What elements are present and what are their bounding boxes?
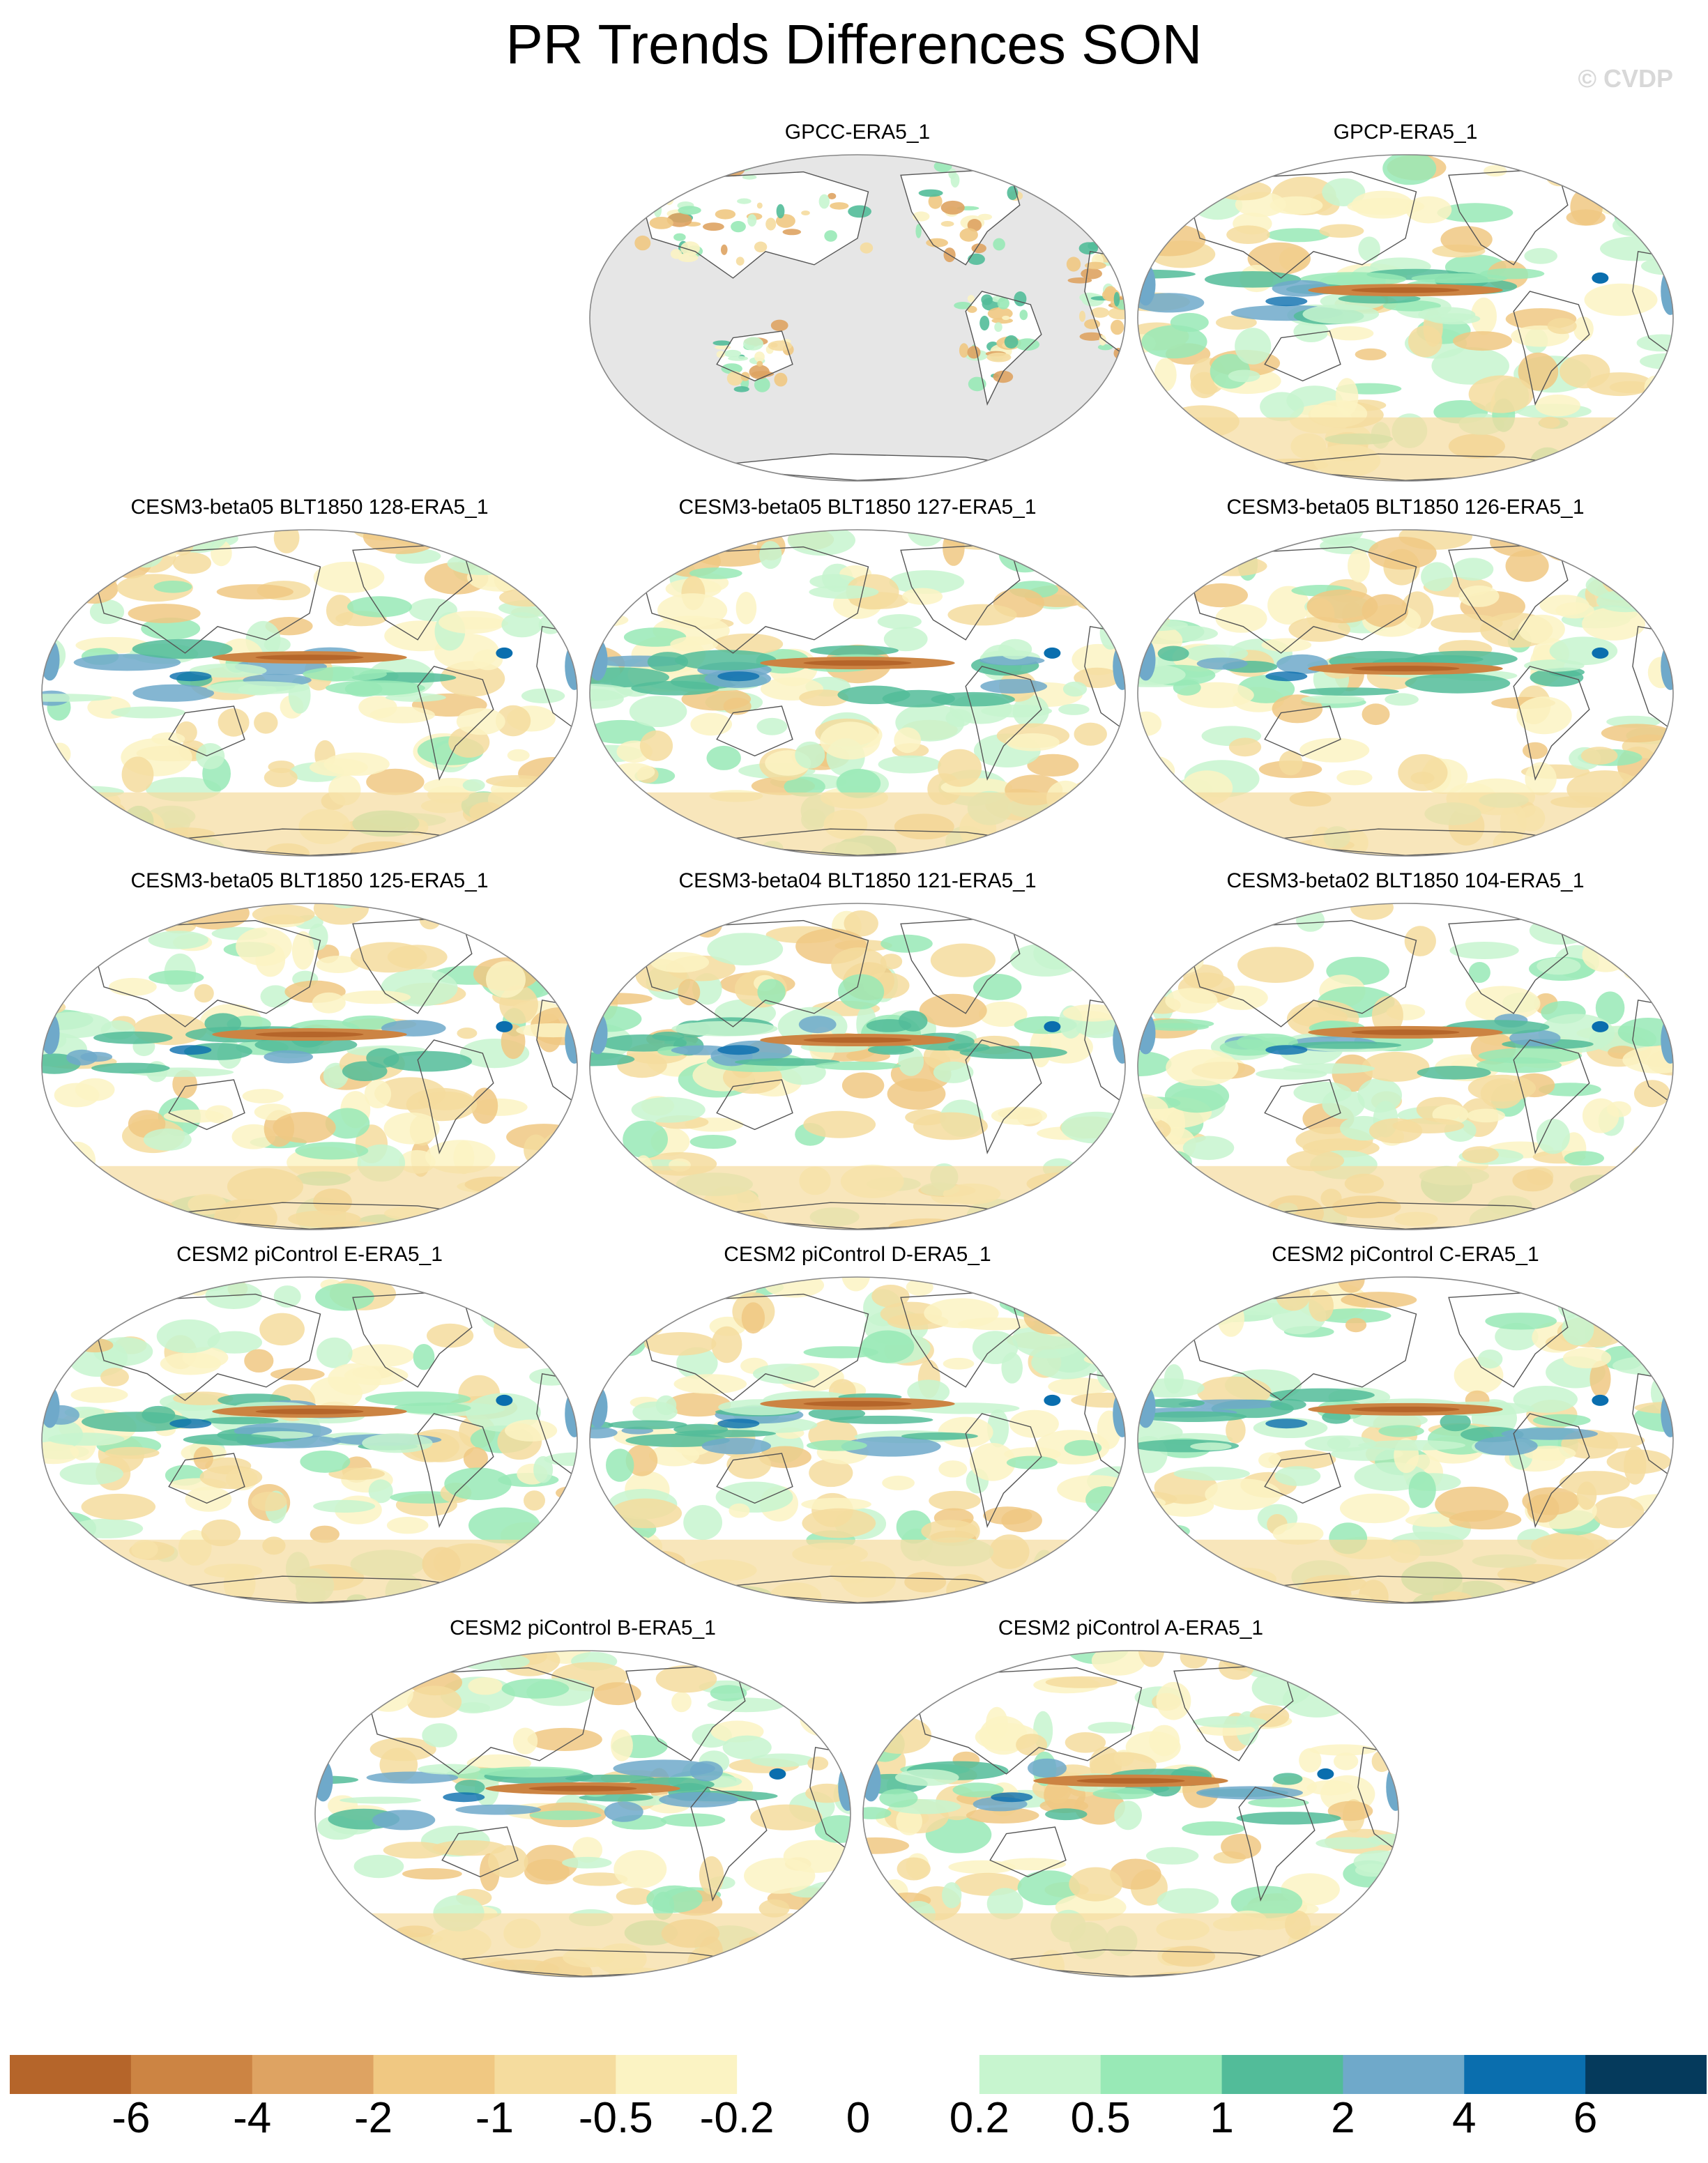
colorbar-tick-label: 0 <box>846 2094 871 2142</box>
panel-title: CESM3-beta05 BLT1850 127-ERA5_1 <box>678 496 1037 519</box>
colorbar-tick-label: -4 <box>233 2094 272 2142</box>
colorbar-swatch <box>10 2055 132 2094</box>
map-panel: CESM2 piControl E-ERA5_1 <box>39 1242 580 1605</box>
map-panel: CESM2 piControl D-ERA5_1 <box>587 1242 1128 1605</box>
colorbar-swatch <box>979 2055 1101 2094</box>
panel-title: CESM2 piControl C-ERA5_1 <box>1272 1243 1539 1266</box>
globe-map <box>1137 154 1674 482</box>
colorbar-tick-label: 4 <box>1452 2094 1477 2142</box>
map-panel: CESM2 piControl A-ERA5_1 <box>860 1616 1401 1978</box>
colorbar-swatch <box>1221 2055 1343 2094</box>
globe-map <box>589 903 1126 1230</box>
globe-map <box>41 903 578 1230</box>
globe-map <box>1137 903 1674 1230</box>
map-panel: CESM3-beta05 BLT1850 125-ERA5_1 <box>39 869 580 1231</box>
colorbar-swatch <box>494 2055 616 2094</box>
colorbar-tick-label: 6 <box>1573 2094 1598 2142</box>
colorbar-tick-label: 0.5 <box>1070 2094 1131 2142</box>
globe-map <box>1137 1276 1674 1604</box>
globe-map <box>589 154 1126 482</box>
colorbar-tick-label: -0.2 <box>699 2094 775 2142</box>
panel-title: CESM3-beta05 BLT1850 126-ERA5_1 <box>1226 496 1585 519</box>
globe-map <box>1137 529 1674 857</box>
map-panel: CESM2 piControl C-ERA5_1 <box>1135 1242 1676 1605</box>
globe-map <box>862 1650 1399 1978</box>
colorbar-swatch <box>1343 2055 1465 2094</box>
colorbar-swatch <box>858 2055 980 2094</box>
map-panel: CESM3-beta05 BLT1850 126-ERA5_1 <box>1135 495 1676 857</box>
map-panel: CESM3-beta05 BLT1850 128-ERA5_1 <box>39 495 580 857</box>
map-panel: CESM3-beta02 BLT1850 104-ERA5_1 <box>1135 869 1676 1231</box>
panel-title: CESM2 piControl A-ERA5_1 <box>998 1616 1264 1640</box>
globe-map <box>589 529 1126 857</box>
cvdp-watermark: © CVDP <box>1578 64 1673 93</box>
globe-map <box>314 1650 851 1978</box>
colorbar-tick-label: -0.5 <box>578 2094 653 2142</box>
panel-title: CESM3-beta04 BLT1850 121-ERA5_1 <box>678 869 1037 892</box>
figure-title: PR Trends Differences SON <box>505 13 1203 75</box>
colorbar <box>10 2055 1707 2094</box>
map-panel: CESM3-beta04 BLT1850 121-ERA5_1 <box>587 869 1128 1231</box>
colorbar-tick-label: 1 <box>1210 2094 1234 2142</box>
panel-title: CESM3-beta05 BLT1850 125-ERA5_1 <box>130 869 489 892</box>
panel-title: GPCP-ERA5_1 <box>1333 121 1478 144</box>
colorbar-swatch <box>130 2055 253 2094</box>
colorbar-swatch <box>373 2055 495 2094</box>
colorbar-swatch <box>1464 2055 1586 2094</box>
colorbar-tick-label: -2 <box>354 2094 393 2142</box>
colorbar-tick-label: 2 <box>1331 2094 1355 2142</box>
globe-map <box>41 1276 578 1604</box>
panel-title: CESM2 piControl D-ERA5_1 <box>724 1243 991 1266</box>
map-panel: GPCC-ERA5_1 <box>587 120 1128 482</box>
map-panel: GPCP-ERA5_1 <box>1135 120 1676 482</box>
colorbar-tick-label: -1 <box>475 2094 514 2142</box>
colorbar-swatch <box>1585 2055 1707 2094</box>
panel-title: CESM2 piControl E-ERA5_1 <box>176 1243 443 1266</box>
colorbar-tick-label: -6 <box>112 2094 151 2142</box>
panel-title: GPCC-ERA5_1 <box>784 121 931 144</box>
panel-title: CESM3-beta05 BLT1850 128-ERA5_1 <box>130 496 489 519</box>
globe-map <box>41 529 578 857</box>
globe-map <box>589 1276 1126 1604</box>
colorbar-swatch <box>252 2055 374 2094</box>
colorbar-swatch <box>737 2055 859 2094</box>
map-panel: CESM2 piControl B-ERA5_1 <box>312 1616 853 1978</box>
colorbar-tick-label: 0.2 <box>949 2094 1009 2142</box>
map-panel: CESM3-beta05 BLT1850 127-ERA5_1 <box>587 495 1128 857</box>
colorbar-swatch <box>1100 2055 1223 2094</box>
panel-title: CESM2 piControl B-ERA5_1 <box>450 1616 716 1640</box>
panel-title: CESM3-beta02 BLT1850 104-ERA5_1 <box>1226 869 1585 892</box>
colorbar-swatch <box>616 2055 738 2094</box>
